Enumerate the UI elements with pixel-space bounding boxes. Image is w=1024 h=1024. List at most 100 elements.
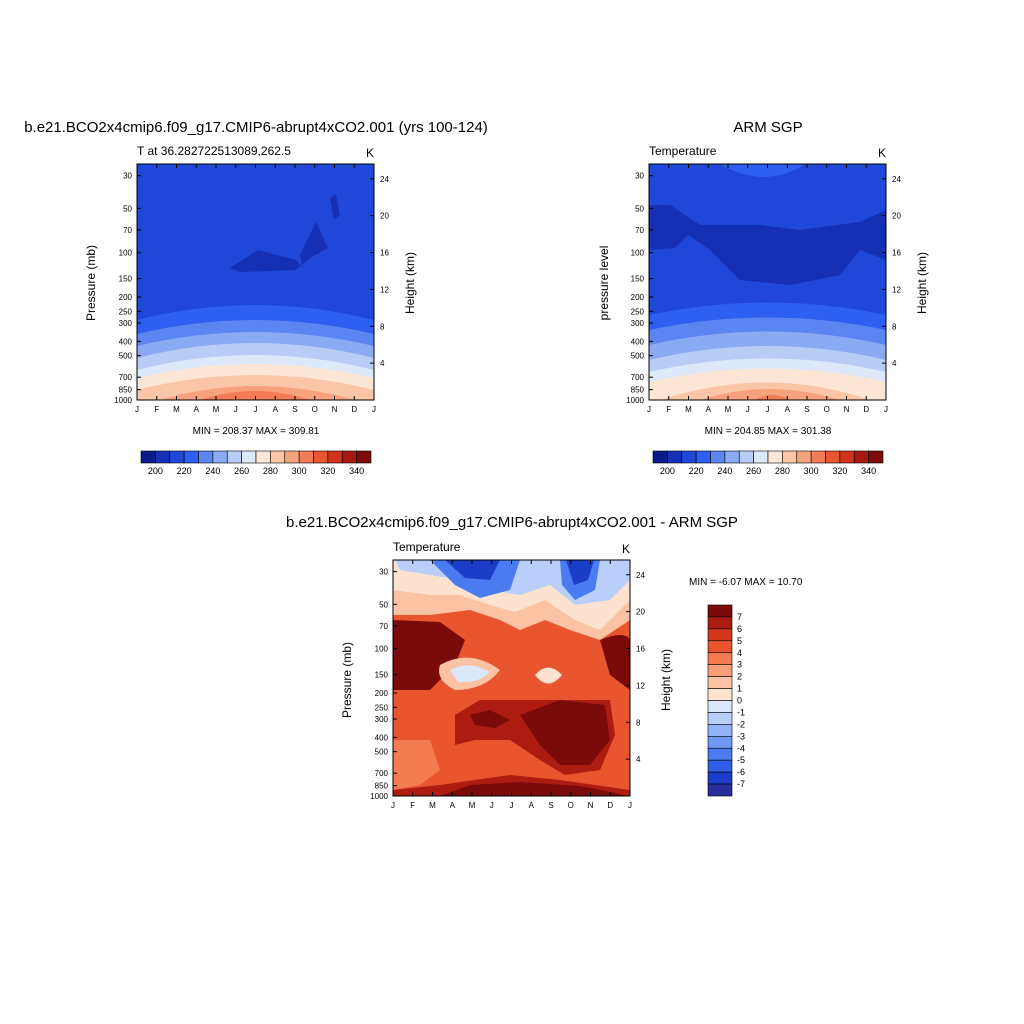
colorbar-swatch [652,450,668,464]
y-tick-label: 30 [379,568,388,577]
colorbar-swatch [681,450,697,464]
y-tick-label: 150 [631,275,645,284]
colorbar-label: 260 [746,466,761,476]
colorbar-swatch [707,771,733,785]
colorbar-swatch [707,747,733,761]
colorbar-swatch [825,450,841,464]
colorbar-swatch [695,450,711,464]
y-tick-label: 300 [631,319,645,328]
panel-diff-ylabel-right: Height (km) [659,649,673,711]
colorbar-swatch [707,604,733,618]
height-tick-label: 8 [636,718,641,727]
colorbar-label: -7 [737,779,745,789]
y-tick-label: 250 [119,307,133,316]
colorbar-swatch [169,450,185,464]
x-tick-label: J [372,405,376,414]
x-tick-label: N [588,801,594,810]
x-tick-label: S [548,801,553,810]
x-tick-label: D [351,405,357,414]
colorbar-label: 240 [717,466,732,476]
colorbar-label: 3 [737,660,742,670]
x-tick-label: M [469,801,476,810]
colorbar-swatch [707,724,733,737]
panel-obs-left-label: Temperature [649,144,717,158]
panel-model-minmax: MIN = 208.37 MAX = 309.81 [193,426,320,437]
y-tick-label: 70 [379,622,388,631]
y-tick-label: 200 [119,293,133,302]
x-tick-label: S [804,405,809,414]
y-tick-label: 50 [123,204,132,213]
colorbar-swatch [707,712,733,725]
colorbar-label: 220 [177,466,192,476]
x-tick-label: M [725,405,732,414]
panel-obs-ylabel-right: Height (km) [915,252,929,314]
colorbar-label: 0 [737,696,742,706]
y-tick-label: 70 [123,226,132,235]
y-tick-label: 500 [375,748,389,757]
panel-obs-title: ARM SGP [733,119,802,136]
x-tick-label: J [510,801,514,810]
colorbar-label: 4 [737,648,742,658]
colorbar-swatch [313,450,329,464]
panel-3-ticks: J F M A M J J A S O N D J 30 50 70 100 150 200 250 300 400 500… [370,560,645,810]
colorbar-swatch [707,664,733,677]
x-tick-label: F [154,405,159,414]
x-tick-label: D [863,405,869,414]
height-tick-label: 16 [380,249,389,258]
height-tick-label: 4 [380,359,385,368]
y-tick-label: 250 [631,307,645,316]
colorbar-label: 6 [737,624,742,634]
panel-model-units: K [366,146,374,160]
colorbar-label: -3 [737,731,745,741]
colorbar-swatch [226,450,242,464]
x-tick-label: M [685,405,692,414]
colorbar-label: -1 [737,707,745,717]
colorbar-swatch [707,700,733,713]
colorbar-swatch [707,736,733,749]
colorbar-swatch [707,759,733,773]
colorbar-swatch [298,450,314,464]
colorbar-swatch [782,450,798,464]
x-tick-label: J [490,801,494,810]
colorbar-swatch [707,783,733,797]
colorbar-swatch [327,450,343,464]
height-tick-label: 24 [892,175,901,184]
colorbar-label: -5 [737,755,745,765]
panel-diff-units: K [622,542,630,556]
y-tick-label: 150 [119,275,133,284]
height-tick-label: 24 [636,571,645,580]
height-tick-label: 20 [892,212,901,221]
y-tick-label: 700 [631,373,645,382]
height-tick-label: 12 [636,681,645,690]
y-tick-label: 30 [635,172,644,181]
colorbar-swatch [155,450,171,464]
colorbar-label: 220 [689,466,704,476]
y-tick-label: 50 [635,204,644,213]
colorbar-swatch [270,450,286,464]
colorbar-swatch [255,450,271,464]
colorbar-label: 2 [737,672,742,682]
y-tick-label: 250 [375,703,389,712]
height-tick-label: 24 [380,175,389,184]
colorbar-model: 200 220 240 260 280 300 320 340 [140,450,372,476]
colorbar-swatch [796,450,812,464]
colorbar-label: 320 [832,466,847,476]
y-tick-label: 400 [375,733,389,742]
colorbar-swatch [753,450,769,464]
y-tick-label: 100 [119,249,133,258]
panel-diff-minmax: MIN = -6.07 MAX = 10.70 [689,577,803,588]
y-tick-label: 500 [119,352,133,361]
y-tick-label: 850 [119,386,133,395]
y-tick-label: 1000 [370,792,388,801]
panel-obs: ARM SGP Temperature K pressure level Hei… [597,119,929,437]
y-tick-label: 400 [119,337,133,346]
panel-model-ylabel-right: Height (km) [403,252,417,314]
y-tick-label: 50 [379,600,388,609]
x-tick-label: J [254,405,258,414]
colorbar-swatch [767,450,783,464]
y-tick-label: 100 [631,249,645,258]
colorbar-label: 340 [349,466,364,476]
colorbar-swatch [198,450,214,464]
height-tick-label: 20 [380,212,389,221]
